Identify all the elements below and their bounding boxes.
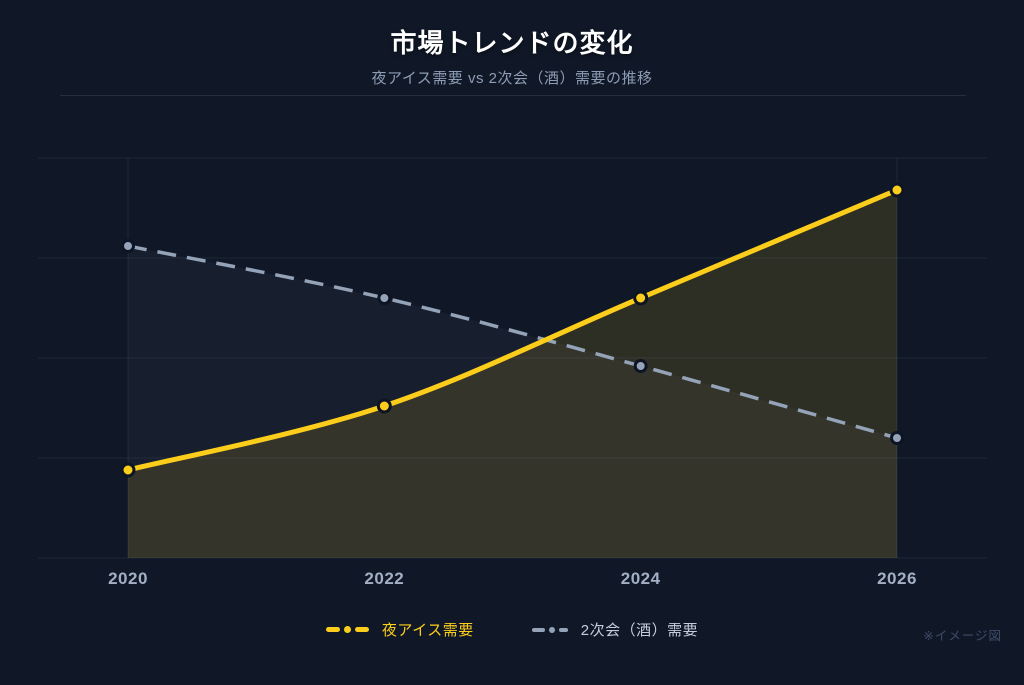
solid-line-swatch-icon: [325, 626, 369, 633]
swatch-dash: [354, 627, 369, 632]
image-note: ※イメージ図: [923, 629, 1002, 643]
data-point-afterparty-demand-2020: [121, 239, 135, 253]
chart-legend: 夜アイス需要 2次会（酒）需要: [0, 619, 1024, 640]
legend-label: 2次会（酒）需要: [580, 622, 699, 639]
series-area-afterparty-demand: [128, 246, 897, 558]
swatch-dash: [325, 627, 340, 632]
series-line-night-ice-demand: [125, 187, 900, 473]
legend-item-afterparty-demand: 2次会（酒）需要: [531, 619, 699, 640]
data-point-night-ice-demand-2022: [376, 398, 392, 414]
legend-label: 夜アイス需要: [381, 622, 474, 639]
data-point-night-ice-demand-2026: [889, 182, 905, 198]
header-separator: [60, 95, 966, 96]
swatch-dot: [343, 626, 351, 633]
legend-item-night-ice-demand: 夜アイス需要: [325, 619, 474, 640]
dashed-line-swatch-icon: [531, 626, 568, 633]
x-tick-label: 2020: [108, 569, 148, 588]
data-point-night-ice-demand-2024: [633, 290, 649, 306]
swatch-dot: [548, 626, 555, 633]
series-line-afterparty-demand: [127, 244, 898, 440]
swatch-dash: [531, 627, 545, 632]
data-point-afterparty-demand-2026: [890, 431, 904, 445]
x-tick-label: 2026: [877, 569, 917, 588]
data-point-night-ice-demand-2020: [120, 462, 136, 478]
data-point-afterparty-demand-2022: [377, 291, 392, 305]
series-area-night-ice-demand: [128, 190, 897, 558]
swatch-dash: [558, 627, 568, 632]
x-tick-label: 2022: [364, 569, 405, 588]
data-point-afterparty-demand-2024: [633, 359, 648, 373]
x-tick-label: 2024: [620, 569, 661, 588]
x-axis: 2020 2022 2024 2026: [0, 569, 1024, 595]
